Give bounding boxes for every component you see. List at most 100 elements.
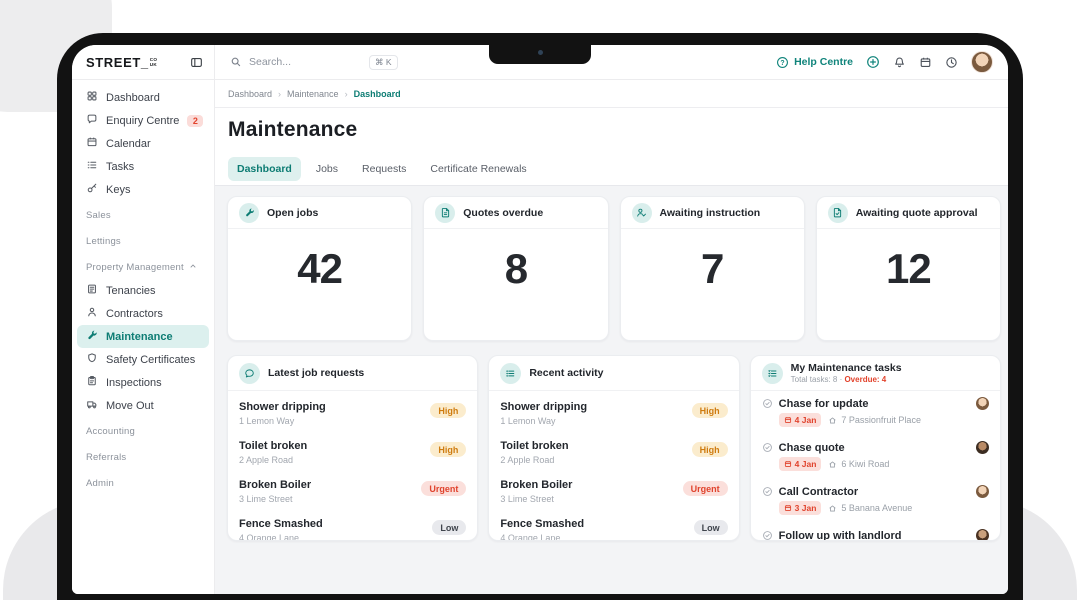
stat-card-open-jobs[interactable]: Open jobs 42: [227, 196, 413, 341]
stat-card-quotes-overdue[interactable]: Quotes overdue 8: [423, 196, 609, 341]
tab-dashboard[interactable]: Dashboard: [228, 156, 301, 181]
sidebar-section-lettings[interactable]: Lettings: [77, 230, 209, 253]
job-request-row[interactable]: Fence Smashed 4 Orange Lane Low: [239, 513, 467, 540]
tab-jobs[interactable]: Jobs: [315, 162, 339, 175]
checklist-icon: [761, 362, 783, 384]
search-input[interactable]: Search...: [230, 56, 291, 68]
task-summary-overdue: Overdue: 4: [844, 375, 887, 384]
sidebar-item-tenancies[interactable]: Tenancies: [77, 279, 209, 302]
assignee-avatar: [975, 485, 989, 498]
device-screen: STREET_ CO UK Dashboard Enquiry: [72, 45, 1008, 594]
job-title: Shower dripping: [239, 401, 326, 413]
task-row[interactable]: Chase quote 4 Jan 6 Kiwi Road: [762, 441, 989, 485]
activity-row[interactable]: Toilet broken 2 Apple Road High: [500, 435, 728, 474]
sidebar-section-admin[interactable]: Admin: [77, 472, 209, 495]
assignee-avatar: [975, 397, 989, 410]
device-notch: [489, 45, 591, 64]
history-clock-icon[interactable]: [945, 56, 958, 69]
key-icon: [86, 182, 98, 197]
sidebar-item-dashboard[interactable]: Dashboard: [77, 86, 209, 109]
priority-badge: High: [691, 403, 728, 418]
sidebar-item-maintenance[interactable]: Maintenance: [77, 325, 209, 348]
sidebar-item-label: Enquiry Centre: [106, 114, 180, 127]
breadcrumb-item[interactable]: Dashboard: [228, 88, 273, 99]
sidebar-item-keys[interactable]: Keys: [77, 178, 209, 201]
user-check-icon: [631, 202, 652, 223]
sidebar-item-label: Contractors: [106, 307, 163, 320]
sidebar-item-inspections[interactable]: Inspections: [77, 371, 209, 394]
task-row[interactable]: Call Contractor 3 Jan 5 Banana Avenue: [762, 485, 989, 529]
task-summary: Total tasks: 8 · Overdue: 4: [791, 375, 902, 384]
recent-activity-panel: Recent activity Shower dripping 1 Lemon …: [488, 355, 740, 541]
stat-label: Quotes overdue: [463, 206, 544, 219]
help-centre-button[interactable]: ? Help Centre: [776, 56, 853, 69]
sidebar-item-label: Dashboard: [106, 91, 160, 104]
activity-row[interactable]: Shower dripping 1 Lemon Way High: [500, 396, 728, 435]
stat-card-header: Open jobs: [228, 197, 412, 229]
stat-card-awaiting-instruction[interactable]: Awaiting instruction 7: [619, 196, 805, 341]
task-row[interactable]: Follow up with landlord: [762, 529, 989, 540]
sidebar-section-referrals[interactable]: Referrals: [77, 446, 209, 469]
street-logo[interactable]: STREET_ CO UK: [86, 55, 157, 70]
chevron-up-icon: [189, 262, 197, 273]
user-avatar[interactable]: [971, 51, 993, 73]
topbar: Search... ⌘ K ? Help Centre: [215, 45, 1008, 80]
due-date-badge: 3 Jan: [778, 501, 822, 515]
panel-title: Latest job requests: [268, 367, 365, 379]
activity-row[interactable]: Broken Boiler 3 Lime Street Urgent: [500, 474, 728, 513]
task-check-icon[interactable]: [762, 398, 773, 409]
task-meta: 4 Jan 7 Passionfruit Place: [778, 413, 989, 427]
tab-requests[interactable]: Requests: [362, 162, 407, 175]
sidebar-item-enquiry-centre[interactable]: Enquiry Centre 2: [77, 109, 209, 132]
task-list: Chase for update 4 Jan 7 Passionfruit Pl…: [751, 391, 1000, 540]
task-check-icon[interactable]: [762, 486, 773, 497]
add-new-button[interactable]: [866, 55, 880, 69]
due-date-badge: 4 Jan: [778, 413, 822, 427]
job-request-row[interactable]: Toilet broken 2 Apple Road High: [239, 435, 467, 474]
task-check-icon[interactable]: [762, 530, 773, 540]
task-meta: 4 Jan 6 Kiwi Road: [778, 457, 989, 471]
sidebar-item-label: Safety Certificates: [106, 353, 196, 366]
page-title: Maintenance: [228, 118, 358, 141]
sidebar-item-contractors[interactable]: Contractors: [77, 302, 209, 325]
tab-bar: Dashboard Jobs Requests Certificate Rene…: [215, 152, 1008, 186]
chat-bubble-icon: [239, 362, 260, 384]
task-title: Chase quote: [778, 441, 845, 454]
sidebar-item-safety-certificates[interactable]: Safety Certificates: [77, 348, 209, 371]
sidebar-item-label: Keys: [106, 183, 131, 196]
breadcrumb-current[interactable]: Dashboard: [353, 88, 401, 99]
sidebar-item-move-out[interactable]: Move Out: [77, 394, 209, 417]
sidebar-item-tasks[interactable]: Tasks: [77, 155, 209, 178]
logo-tld-top: CO: [149, 57, 158, 62]
breadcrumb-separator: ›: [344, 88, 348, 99]
task-row[interactable]: Chase for update 4 Jan 7 Passionfruit Pl…: [762, 397, 989, 441]
activity-row[interactable]: Fence Smashed 4 Orange Lane Low: [500, 513, 728, 540]
sidebar-toggle-icon[interactable]: [190, 56, 203, 69]
dashboard-grid-icon: [86, 90, 98, 105]
job-title: Fence Smashed: [500, 518, 585, 530]
page-header: Maintenance: [215, 108, 1008, 152]
sidebar-section-property-management[interactable]: Property Management: [77, 256, 209, 279]
job-address: 2 Apple Road: [239, 454, 294, 465]
sidebar-section-accounting[interactable]: Accounting: [77, 420, 209, 443]
property-address: 5 Banana Avenue: [841, 503, 913, 513]
tab-certificate-renewals[interactable]: Certificate Renewals: [430, 162, 527, 175]
sidebar: STREET_ CO UK Dashboard Enquiry: [72, 45, 215, 594]
sidebar-item-calendar[interactable]: Calendar: [77, 132, 209, 155]
notifications-bell-icon[interactable]: [893, 56, 906, 69]
job-request-row[interactable]: Shower dripping 1 Lemon Way High: [239, 396, 467, 435]
task-title: Chase for update: [778, 397, 869, 410]
calendar-icon[interactable]: [919, 56, 932, 69]
job-request-row[interactable]: Broken Boiler 3 Lime Street Urgent: [239, 474, 467, 513]
sidebar-item-label: Tenancies: [106, 284, 156, 297]
sidebar-item-label: Inspections: [106, 376, 162, 389]
activity-list-icon: [500, 362, 522, 384]
truck-icon: [86, 398, 98, 413]
breadcrumb-item[interactable]: Maintenance: [287, 88, 339, 99]
file-icon: [435, 202, 456, 223]
my-maintenance-tasks-panel: My Maintenance tasks Total tasks: 8 · Ov…: [749, 355, 1001, 541]
stat-card-awaiting-quote-approval[interactable]: Awaiting quote approval 12: [815, 196, 1001, 341]
task-check-icon[interactable]: [762, 442, 773, 453]
stat-label: Awaiting quote approval: [855, 206, 978, 219]
sidebar-section-sales[interactable]: Sales: [77, 204, 209, 227]
